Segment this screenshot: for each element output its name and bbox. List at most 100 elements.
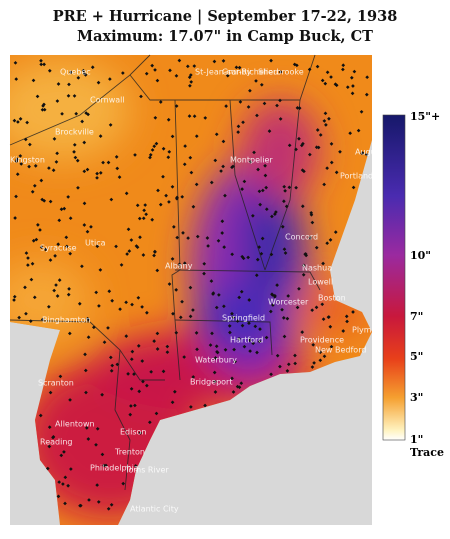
- station-dot: [253, 324, 258, 329]
- station-dot: [231, 315, 236, 320]
- station-dot: [324, 123, 328, 127]
- station-dot: [310, 220, 315, 225]
- station-dot: [267, 129, 272, 133]
- station-dot: [86, 437, 91, 441]
- city-label: Reading: [40, 438, 72, 447]
- station-dot: [166, 155, 171, 160]
- station-dot: [255, 350, 259, 355]
- station-dot: [216, 238, 221, 243]
- station-dot: [364, 152, 369, 157]
- station-dot: [202, 261, 207, 266]
- station-dot: [161, 369, 166, 374]
- station-dot: [230, 376, 234, 381]
- station-dot: [95, 171, 99, 176]
- station-dot: [182, 261, 187, 266]
- station-dot: [167, 282, 172, 286]
- station-dot: [338, 149, 342, 154]
- station-dot: [87, 498, 91, 502]
- station-dot: [47, 68, 52, 73]
- station-dot: [119, 263, 124, 267]
- station-dot: [287, 185, 292, 190]
- station-dot: [129, 238, 134, 242]
- station-dot: [19, 162, 24, 166]
- station-dot: [133, 153, 137, 157]
- station-dot: [341, 329, 346, 333]
- station-dot: [82, 223, 87, 227]
- station-dot: [13, 216, 17, 220]
- station-dot: [278, 70, 283, 74]
- station-dot: [254, 79, 258, 83]
- station-dot: [188, 155, 193, 160]
- station-dot: [63, 501, 67, 506]
- station-dot: [294, 147, 298, 152]
- station-dot: [150, 148, 155, 152]
- station-dot: [217, 293, 221, 297]
- station-dot: [72, 94, 77, 98]
- station-dot: [328, 324, 333, 329]
- station-dot: [275, 353, 280, 358]
- city-label: Kingston: [10, 156, 45, 165]
- station-dot: [348, 131, 353, 136]
- station-dot: [128, 412, 133, 417]
- station-dot: [297, 286, 301, 291]
- station-dot: [16, 120, 20, 124]
- station-dot: [129, 386, 134, 391]
- station-dot: [322, 354, 327, 359]
- station-dot: [280, 307, 284, 312]
- station-dot: [82, 201, 87, 206]
- station-dot: [174, 288, 179, 292]
- station-dot: [221, 164, 225, 169]
- station-dot: [147, 420, 152, 425]
- station-dot: [40, 197, 45, 202]
- station-dot: [55, 294, 60, 298]
- station-dot: [345, 319, 349, 324]
- station-dot: [55, 151, 59, 156]
- station-dot: [310, 308, 315, 313]
- city-label: Edison: [120, 428, 147, 437]
- station-dot: [329, 75, 333, 79]
- station-dot: [240, 187, 244, 191]
- station-dot: [237, 65, 242, 70]
- station-dot: [259, 251, 264, 256]
- station-dot: [212, 59, 217, 64]
- station-dot: [154, 411, 159, 416]
- station-dot: [287, 143, 292, 148]
- station-dot: [236, 130, 240, 134]
- station-dot: [260, 188, 265, 193]
- station-dot: [271, 303, 275, 307]
- station-dot: [325, 70, 330, 75]
- borders: [9, 54, 321, 491]
- station-dot: [228, 330, 232, 335]
- city-label: Hartford: [230, 336, 263, 345]
- station-dot: [282, 334, 287, 339]
- station-dot: [61, 482, 65, 486]
- station-dot: [189, 405, 193, 409]
- station-dot: [15, 172, 20, 177]
- city-label: Boston: [318, 294, 346, 303]
- station-dot: [223, 193, 227, 198]
- station-dot: [257, 339, 262, 344]
- station-dot: [320, 302, 325, 307]
- station-dot: [150, 63, 155, 68]
- station-dot: [269, 372, 273, 377]
- station-dot: [65, 244, 69, 249]
- station-dot: [33, 164, 38, 168]
- station-dot: [72, 150, 76, 154]
- station-dot: [186, 236, 190, 240]
- station-dot: [263, 163, 267, 168]
- station-dot: [323, 81, 328, 86]
- station-dot: [214, 132, 219, 137]
- station-dot: [214, 305, 219, 310]
- station-dot: [283, 188, 287, 193]
- station-dot: [365, 75, 370, 80]
- station-dot: [213, 356, 218, 360]
- station-dot: [275, 283, 279, 287]
- station-dot: [328, 238, 333, 242]
- station-dot: [248, 349, 252, 353]
- station-dot: [107, 289, 112, 294]
- station-dot: [219, 169, 223, 173]
- city-label: Atlantic City: [130, 505, 179, 514]
- station-dot: [56, 82, 61, 86]
- station-dot: [312, 361, 316, 365]
- station-dot: [220, 231, 225, 235]
